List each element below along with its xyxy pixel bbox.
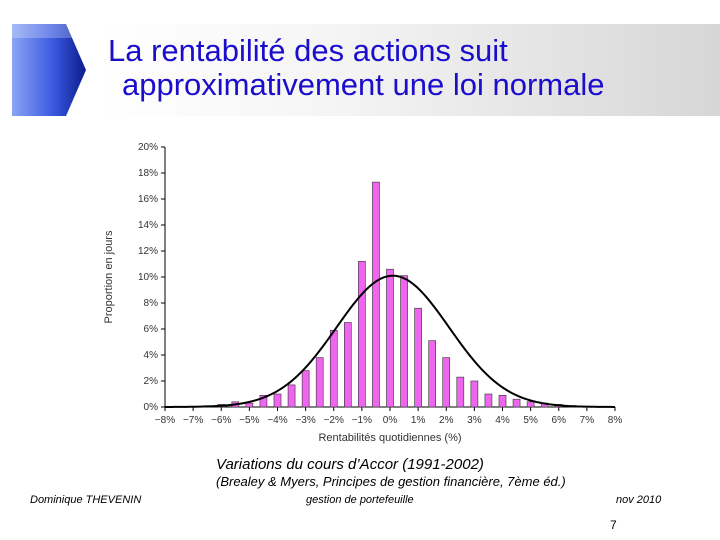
y-tick-label: 20% — [138, 142, 158, 153]
histogram-bar — [386, 268, 394, 408]
x-tick-label: 1% — [411, 415, 426, 426]
y-tick-label: 2% — [144, 376, 159, 387]
y-tick-label: 6% — [144, 324, 159, 335]
x-tick-label: −1% — [352, 415, 372, 426]
return-distribution-chart: 0% 2% 4% 6% 8% 10% 12% 14% 16% 18% 20% Proportion e… — [103, 142, 623, 444]
blue-chevron-arrow-icon — [12, 24, 86, 116]
y-tick-label: 18% — [138, 168, 158, 179]
chart-source: (Brealey & Myers, Principes de gestion f… — [216, 474, 566, 489]
histogram-bar — [372, 181, 380, 408]
y-tick-label: 0% — [144, 402, 159, 413]
x-tick-label: 7% — [580, 415, 595, 426]
y-tick-label: 8% — [144, 298, 159, 309]
x-tick-label: 0% — [383, 415, 398, 426]
y-tick-label: 12% — [138, 246, 158, 257]
title-band — [96, 24, 720, 116]
histogram-bar — [358, 261, 366, 408]
histogram-bar — [428, 340, 437, 408]
y-axis-title: Proportion en jours — [103, 230, 115, 323]
chart-caption: Variations du cours d’Accor (1991-2002) — [216, 456, 484, 473]
histogram-bar — [512, 398, 521, 408]
title-line-1: La rentabilité des actions suit — [108, 33, 508, 68]
histogram-bar — [315, 357, 324, 408]
histogram-bar — [498, 394, 507, 408]
footer-author: Dominique THEVENIN — [30, 494, 142, 506]
histogram-bar — [301, 370, 310, 408]
histogram-bar — [287, 384, 296, 408]
y-tick-label: 16% — [138, 194, 158, 205]
histogram-bar — [343, 322, 352, 408]
y-tick-label: 10% — [138, 272, 158, 283]
histogram-bar — [526, 401, 535, 408]
x-tick-label: −6% — [211, 415, 231, 426]
y-tick-label: 4% — [144, 350, 159, 361]
x-tick-label: 8% — [608, 415, 623, 426]
histogram-bar — [414, 307, 422, 408]
x-tick-label: 4% — [495, 415, 510, 426]
x-tick-label: 5% — [523, 415, 538, 426]
histogram-bar — [259, 394, 268, 408]
x-tick-label: −8% — [155, 415, 175, 426]
histogram-bar — [470, 380, 479, 408]
title-line-2: approximativement une loi normale — [122, 67, 605, 102]
histogram-bar — [329, 330, 338, 408]
x-tick-label: −5% — [239, 415, 259, 426]
slide-title: La rentabilité des actions suit approxim… — [108, 34, 708, 102]
histogram-bar — [484, 393, 493, 408]
histogram-bar — [400, 275, 408, 408]
footer-course: gestion de portefeuille — [306, 494, 414, 506]
y-tick-label: 14% — [138, 220, 158, 231]
normal-distribution-curve — [165, 274, 616, 408]
x-tick-label: 2% — [439, 415, 454, 426]
histogram-bar — [273, 393, 282, 408]
histogram-bar — [442, 357, 451, 408]
x-tick-label: 6% — [552, 415, 567, 426]
x-axis-title: Rentabilités quotidiennes (%) — [318, 432, 461, 444]
x-tick-label: −2% — [324, 415, 344, 426]
histogram-bar — [245, 402, 254, 408]
x-tick-label: 3% — [467, 415, 482, 426]
x-tick-label: −3% — [295, 415, 315, 426]
footer-date: nov 2010 — [616, 494, 662, 506]
histogram-bar — [456, 376, 465, 408]
x-tick-label: −4% — [267, 415, 287, 426]
page-number: 7 — [610, 518, 617, 532]
x-tick-label: −7% — [183, 415, 203, 426]
